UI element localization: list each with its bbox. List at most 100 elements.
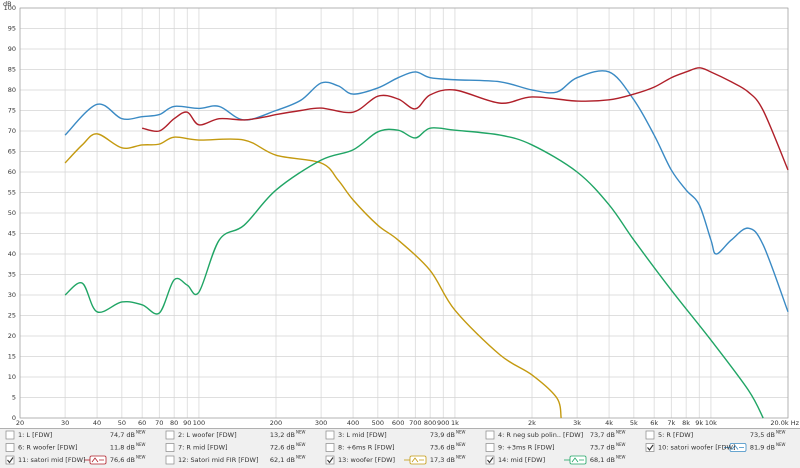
checkbox[interactable] <box>165 430 175 440</box>
x-tick-label: 60 <box>138 419 146 427</box>
x-tick-label: 400 <box>347 419 359 427</box>
x-tick-label: 600 <box>392 419 404 427</box>
measurement-name: 11: satori mid [FDW] <box>18 456 86 464</box>
measurement-name: 7: R mid [FDW] <box>178 444 228 452</box>
measurement-level: 81,9 dB <box>750 444 775 452</box>
x-tick-label: 1k <box>451 419 459 427</box>
x-tick-label: 80 <box>170 419 178 427</box>
trace-icon-wave <box>571 457 584 463</box>
new-tag: NEW <box>616 455 626 460</box>
y-tick-label: 85 <box>8 66 16 74</box>
response-curve <box>141 67 789 171</box>
x-tick-label: 200 <box>270 419 282 427</box>
plot-frame <box>19 7 789 419</box>
checkbox[interactable] <box>165 443 175 452</box>
checkmark <box>7 457 14 464</box>
x-tick-label: 100 <box>193 419 205 427</box>
response-curve <box>64 133 562 419</box>
measurement-name: 14: mid [FDW] <box>498 456 545 464</box>
y-tick-label: 35 <box>8 271 16 279</box>
y-tick-label: 45 <box>8 230 16 238</box>
x-tick-label: 8k <box>682 419 690 427</box>
new-tag: NEW <box>296 455 306 460</box>
y-tick-label: 100 <box>4 4 16 12</box>
curves <box>64 67 789 419</box>
measurement-name: 10: satori woofer [FDW] <box>658 444 736 452</box>
y-tick-label: 0 <box>12 414 16 422</box>
x-tick-label: 4k <box>605 419 613 427</box>
measurement-name: 6: R woofer [FDW] <box>18 444 78 452</box>
checkbox[interactable] <box>485 430 495 440</box>
y-tick-label: 90 <box>8 45 16 53</box>
y-tick-label: 40 <box>8 250 16 258</box>
y-tick-label: 5 <box>12 394 16 402</box>
x-tick-label: 2k <box>528 419 536 427</box>
x-tick-label: 500 <box>372 419 384 427</box>
trace-icon-wave <box>91 457 104 463</box>
new-tag: NEW <box>616 442 626 447</box>
x-tick-label: 20.0k Hz <box>770 419 799 427</box>
y-tick-label: 10 <box>8 373 16 381</box>
new-tag: NEW <box>136 455 146 460</box>
checkbox[interactable] <box>325 443 335 452</box>
y-tick-label: 65 <box>8 148 16 156</box>
x-tick-label: 9k <box>695 419 703 427</box>
measurement-level: 73,5 dB <box>750 431 775 439</box>
y-tick-label: 30 <box>8 291 16 299</box>
new-tag: NEW <box>136 442 146 447</box>
new-tag: NEW <box>296 430 306 435</box>
measurement-level: 17,3 dB <box>430 456 455 464</box>
new-tag: NEW <box>136 430 146 435</box>
x-tick-label: 90 <box>183 419 191 427</box>
checkbox[interactable] <box>5 455 15 465</box>
measurement-name: 1: L [FDW] <box>18 431 52 439</box>
measurement-level: 72,6 dB <box>270 444 295 452</box>
checkbox[interactable] <box>325 455 335 465</box>
checkbox[interactable] <box>325 430 335 440</box>
y-tick-label: 55 <box>8 189 16 197</box>
y-tick-label: 25 <box>8 312 16 320</box>
x-tick-label: 6k <box>650 419 658 427</box>
x-tick-label: 7k <box>667 419 675 427</box>
y-tick-label: 50 <box>8 209 16 217</box>
measurement-level: 73,9 dB <box>430 431 455 439</box>
new-tag: NEW <box>616 430 626 435</box>
measurement-level: 73,6 dB <box>430 444 455 452</box>
y-tick-label: 60 <box>8 168 16 176</box>
new-tag: NEW <box>456 430 466 435</box>
y-tick-label: 15 <box>8 353 16 361</box>
measurement-level: 73,7 dB <box>590 444 615 452</box>
response-curve <box>64 127 764 419</box>
checkmark <box>487 457 494 464</box>
measurement-name: 2: L woofer [FDW] <box>178 431 237 439</box>
trace-icon-wave <box>411 457 424 463</box>
response-curve <box>64 70 789 313</box>
measurement-level: 73,7 dB <box>590 431 615 439</box>
checkbox[interactable] <box>165 455 175 465</box>
measurement-name: 3: L mid [FDW] <box>338 431 387 439</box>
new-tag: NEW <box>776 442 786 447</box>
x-tick-label: 900 <box>437 419 449 427</box>
checkbox[interactable] <box>485 443 495 452</box>
measurement-level: 68,1 dB <box>590 456 615 464</box>
checkbox[interactable] <box>5 430 15 440</box>
measurement-level: 74,7 dB <box>110 431 135 439</box>
x-tick-label: 30 <box>61 419 69 427</box>
checkbox[interactable] <box>645 443 655 452</box>
checkbox[interactable] <box>645 430 655 440</box>
x-tick-label: 800 <box>424 419 436 427</box>
y-tick-label: 20 <box>8 332 16 340</box>
measurement-name: 5: R [FDW] <box>658 431 693 439</box>
measurement-level: 76,6 dB <box>110 456 135 464</box>
measurement-name: 4: R neg sub polin.. [FDW] <box>498 431 583 439</box>
trace-icon-wave <box>731 444 744 450</box>
checkbox[interactable] <box>5 443 15 452</box>
legend-panel <box>0 428 800 468</box>
y-tick-label: 70 <box>8 127 16 135</box>
x-tick-label: 20 <box>16 419 24 427</box>
x-tick-label: 40 <box>93 419 101 427</box>
checkbox[interactable] <box>485 455 495 465</box>
measurement-list: 1: L [FDW] 74,7 dB NEW 2: L woofer [FDW] 13,… <box>5 430 786 465</box>
x-tick-label: 50 <box>118 419 126 427</box>
measurement-name: 12: Satori mid FIR [FDW] <box>178 456 259 464</box>
